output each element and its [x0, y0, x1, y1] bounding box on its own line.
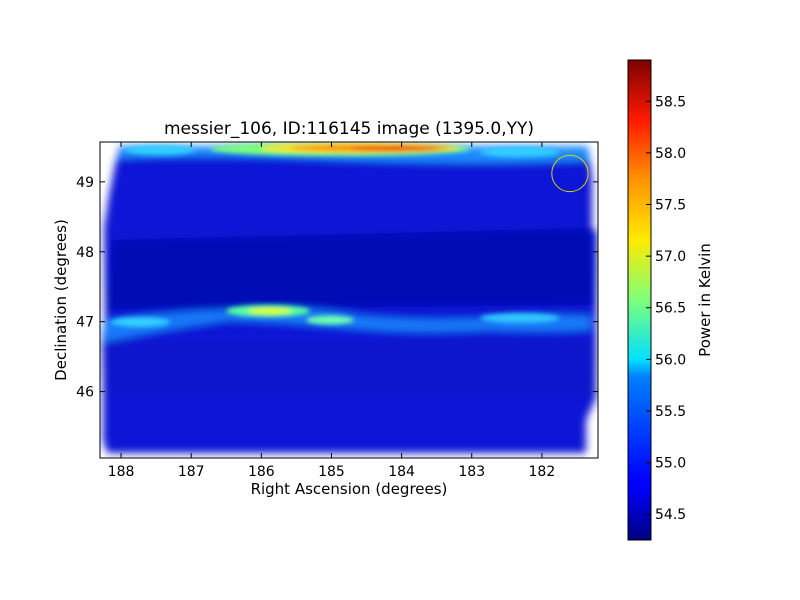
colorbar-tick-label: 56.0: [655, 352, 686, 368]
x-tick-label: 186: [248, 464, 275, 480]
marker-circle: [551, 154, 589, 193]
colorbar-tick-label: 56.5: [655, 301, 686, 317]
y-axis-ticks: 46 47 48 49: [76, 175, 598, 401]
colorbar: [627, 59, 652, 541]
heatmap-hotspot-top-f: [480, 147, 560, 157]
colorbar-tick-label: 55.0: [655, 456, 686, 472]
heatmap-hotspot-ridge-d: [110, 317, 170, 327]
colorbar-tick-label: 57.5: [655, 198, 686, 214]
colorbar-tick-label: 55.5: [655, 404, 686, 420]
x-tick-label: 187: [178, 464, 205, 480]
heatmap-hotspot-ridge-e: [480, 313, 560, 323]
heatmap-dark-band-upper: [106, 228, 594, 310]
x-axis-label: Right Ascension (degrees): [251, 480, 448, 498]
colorbar-tick-label: 58.5: [655, 94, 686, 110]
y-axis-label: Declination (degrees): [52, 219, 70, 381]
colorbar-tick-label: 54.5: [655, 507, 686, 523]
x-tick-label: 182: [529, 464, 556, 480]
heatmap-hotspot-top-d: [350, 146, 440, 152]
chart-title: messier_106, ID:116145 image (1395.0,YY): [164, 119, 534, 139]
y-tick-label: 49: [76, 175, 94, 191]
colorbar-tick-label: 58.0: [655, 146, 686, 162]
heatmap-image: [102, 142, 597, 453]
colorbar-tick-label: 57.0: [655, 249, 686, 265]
y-tick-label: 47: [76, 315, 94, 331]
x-tick-label: 183: [458, 464, 485, 480]
heatmap-ridge-band: [104, 308, 590, 342]
x-axis-ticks: 188 187 186 185 184 183 182: [108, 142, 556, 480]
x-tick-label: 184: [388, 464, 415, 480]
x-tick-label: 185: [318, 464, 345, 480]
heatmap-hotspot-top-e: [125, 145, 195, 155]
heatmap-hotspot-ridge-c: [306, 315, 354, 325]
colorbar-label: Power in Kelvin: [696, 243, 714, 357]
y-tick-label: 48: [76, 245, 94, 261]
heatmap-dark-band-lower: [104, 340, 596, 395]
heatmap-hotspot-ridge-b: [248, 307, 292, 315]
y-tick-label: 46: [76, 385, 94, 401]
colorbar-ticks: 54.5 55.0 55.5 56.0 56.5 57.0 57.5 58.0 58.5: [646, 94, 686, 523]
plot-frame: [99, 141, 599, 459]
x-tick-label: 188: [108, 464, 135, 480]
